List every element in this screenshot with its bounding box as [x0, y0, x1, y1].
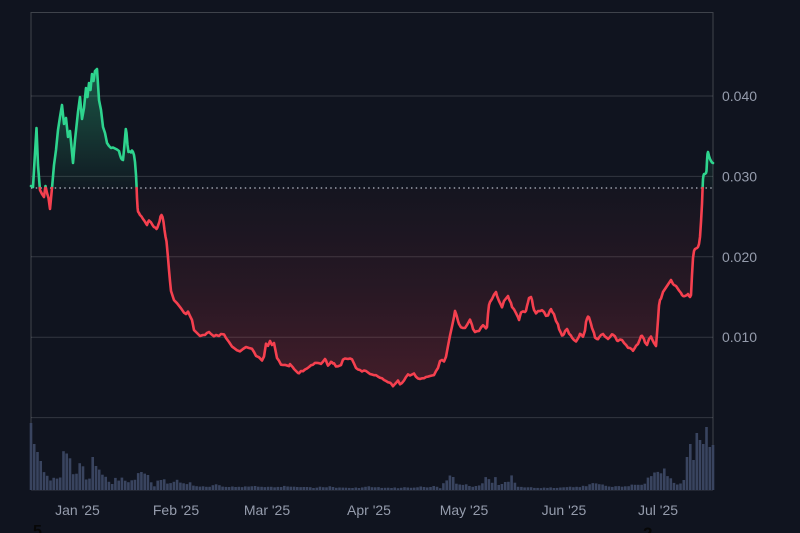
- svg-text:Jul '25: Jul '25: [638, 502, 678, 518]
- svg-text:Mar '25: Mar '25: [244, 502, 290, 518]
- svg-text:0.040: 0.040: [722, 88, 757, 104]
- svg-text:0.020: 0.020: [722, 249, 757, 265]
- svg-text:0.030: 0.030: [722, 168, 757, 184]
- svg-text:Feb '25: Feb '25: [153, 502, 199, 518]
- svg-text:Jan '25: Jan '25: [55, 502, 100, 518]
- svg-text:Jun '25: Jun '25: [542, 502, 587, 518]
- svg-text:May '25: May '25: [440, 502, 489, 518]
- svg-text:2: 2: [643, 524, 652, 533]
- svg-text:0.010: 0.010: [722, 329, 757, 345]
- svg-text:5: 5: [33, 523, 42, 533]
- svg-text:Apr '25: Apr '25: [347, 502, 391, 518]
